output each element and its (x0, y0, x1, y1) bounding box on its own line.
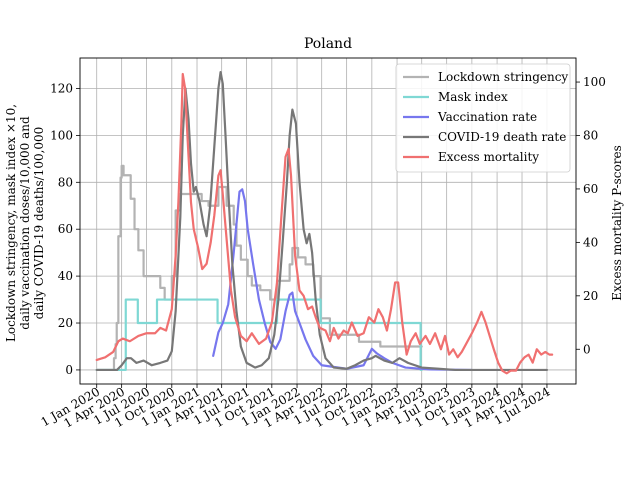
legend-label: Vaccination rate (437, 110, 537, 124)
y-left-tick-label: 0 (65, 363, 73, 377)
series-line-lockdown-stringency (95, 164, 423, 372)
legend-box (395, 63, 571, 173)
y-right-tick-label: 40 (583, 235, 598, 249)
legend-label: Excess mortality (438, 150, 539, 164)
series-line-excess-mortality (95, 72, 554, 375)
y-axis-right-label: Excess mortality P-scores (610, 145, 624, 300)
y-right-tick-label: 0 (583, 342, 591, 356)
y-right-tick-label: 80 (583, 128, 598, 142)
y-right-tick-label: 60 (583, 182, 598, 196)
legend: Lockdown stringency Mask index Vaccination… (395, 63, 571, 173)
legend-label: Lockdown stringency (438, 70, 568, 84)
series-layer (95, 70, 554, 375)
y-left-tick-label: 100 (50, 128, 73, 142)
legend-label: Mask index (438, 90, 508, 104)
y-axis-left-label-line1: Lockdown stringency, mask index ×10, (4, 104, 18, 342)
y-right-tick-label: 100 (583, 75, 606, 89)
plot-frame (79, 57, 577, 385)
series-line-vaccination-rate (212, 188, 473, 372)
series-line-mask-index (95, 298, 423, 372)
y-left-tick-label: 120 (50, 81, 73, 95)
y-axis-left-label-line3: daily COVID-19 deaths/100,000 (32, 127, 46, 320)
y-left-tick-label: 80 (58, 175, 73, 189)
series-line-covid-19-death-rate (95, 70, 549, 372)
y-left-tick-label: 20 (58, 316, 73, 330)
y-axis-left-label-line2: daily vaccination doses/10,000 and (18, 116, 32, 330)
y-left-tick-label: 60 (58, 222, 73, 236)
y-right-tick-label: 20 (583, 289, 598, 303)
legend-label: COVID-19 death rate (438, 130, 566, 144)
y-left-tick-label: 40 (58, 269, 73, 283)
chart-title: Poland (304, 36, 352, 52)
